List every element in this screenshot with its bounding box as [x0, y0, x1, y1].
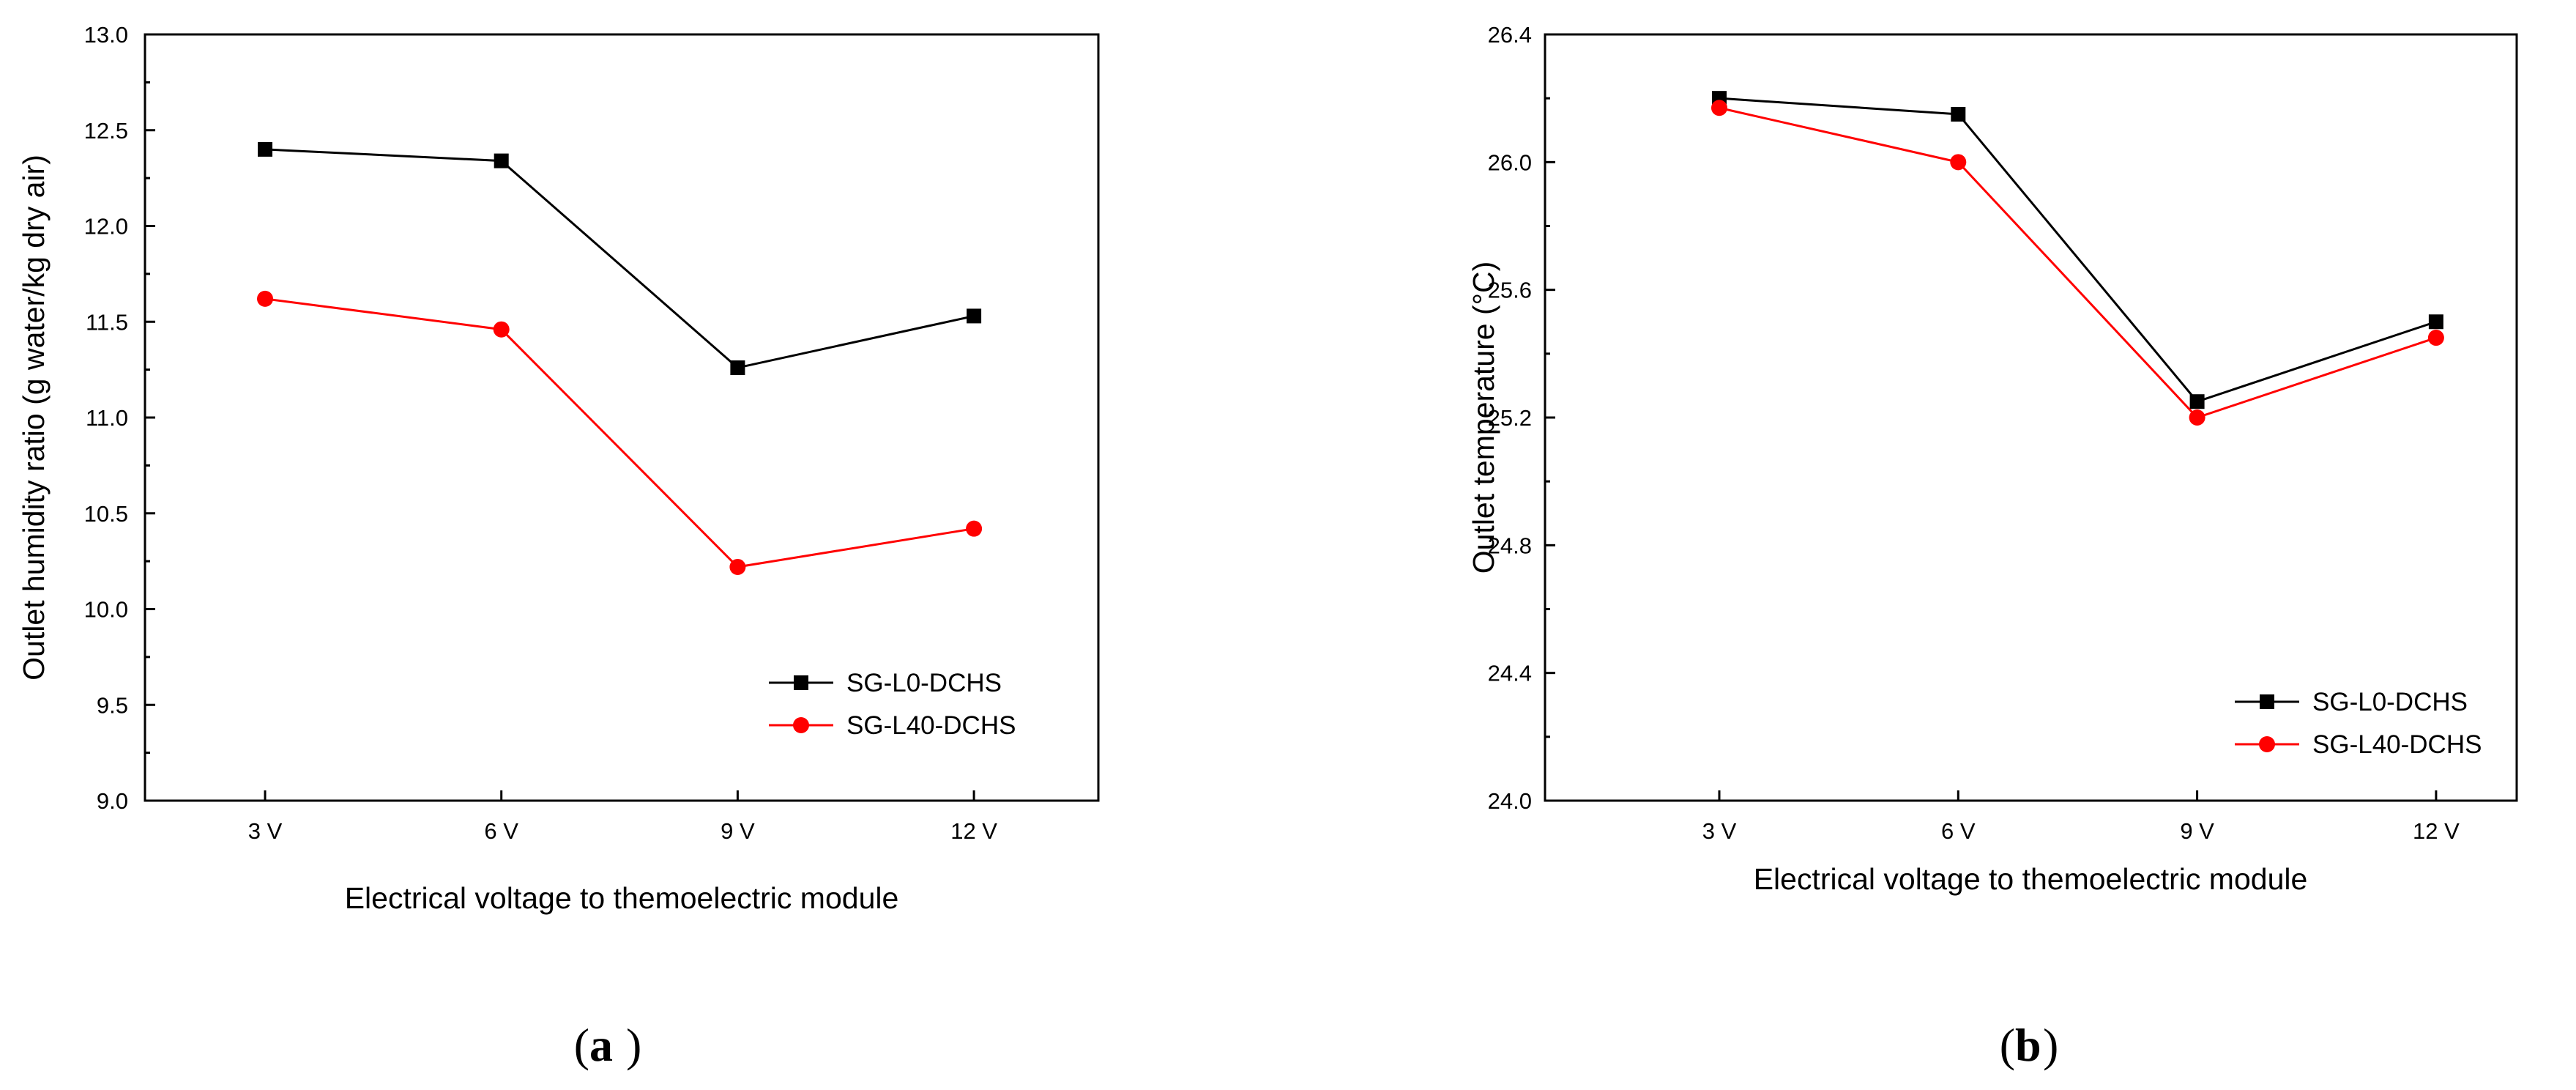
y-tick-label: 26.4 — [1488, 22, 1532, 48]
legend: SG-L0-DCHS SG-L40-DCHS — [2235, 688, 2482, 759]
data-point-sg-l40 — [729, 558, 746, 575]
y-tick-label: 11.5 — [86, 309, 128, 335]
y-tick-label: 26.0 — [1488, 149, 1532, 175]
data-point-sg-l0 — [258, 141, 272, 157]
data-point-sg-l40 — [2189, 409, 2205, 426]
data-point-sg-l0 — [494, 153, 509, 168]
series-line-sg-l40 — [264, 297, 975, 568]
y-tick-label: 24.0 — [1488, 788, 1532, 814]
series-line-sg-l0 — [264, 148, 975, 369]
panel-label-b: ( b ) — [2000, 1019, 2059, 1071]
y-tick-label: 24.8 — [1488, 533, 1532, 558]
x-tick-label: 6 V — [1941, 818, 1976, 844]
y-tick-label: 13.0 — [84, 22, 128, 48]
legend-marker — [2259, 736, 2275, 752]
data-point-sg-l40 — [966, 520, 983, 537]
legend-label: SG-L0-DCHS — [2312, 688, 2468, 716]
legend-label: SG-L40-DCHS — [2312, 730, 2482, 759]
x-tick-label: 3 V — [1702, 818, 1737, 844]
data-point-sg-l0 — [730, 360, 745, 376]
y-tick-label: 12.5 — [84, 118, 128, 144]
legend-marker — [2260, 694, 2274, 709]
legend-marker — [793, 717, 809, 733]
y-axis-title-b: Outlet temperature (°C) — [1467, 262, 1500, 574]
x-tick-label: 12 V — [2413, 818, 2460, 844]
panel-letter-b: b — [2015, 1019, 2041, 1071]
x-axis-title-b: Electrical voltage to themoelectric modu… — [1754, 862, 2308, 896]
svg-text:): ) — [626, 1019, 641, 1071]
data-point-sg-l40 — [1950, 154, 1967, 171]
chart-panel-b: Electrical voltage to themoelectric modu… — [1467, 22, 2518, 1071]
data-point-sg-l40 — [2427, 330, 2444, 346]
x-tick-label: 9 V — [2180, 818, 2214, 844]
data-point-sg-l0 — [2189, 394, 2205, 409]
x-tick-label: 6 V — [484, 818, 518, 844]
x-tick-label: 3 V — [248, 818, 283, 844]
chart-panel-a: Electrical voltage to themoelectric modu… — [17, 22, 1100, 1071]
svg-text:(: ( — [574, 1019, 589, 1071]
legend-marker — [794, 675, 808, 690]
series-line-sg-l0 — [1719, 97, 2437, 403]
y-tick-label: 24.4 — [1488, 661, 1532, 686]
y-tick-label: 25.6 — [1488, 278, 1532, 303]
legend-label: SG-L0-DCHS — [846, 669, 1002, 697]
data-point-sg-l0 — [967, 308, 982, 324]
data-point-sg-l40 — [493, 321, 510, 338]
y-tick-label: 9.5 — [97, 692, 128, 718]
x-tick-label: 9 V — [721, 818, 755, 844]
y-tick-label: 11.0 — [86, 405, 128, 431]
svg-text:): ) — [2043, 1019, 2058, 1071]
series-line-sg-l40 — [1719, 106, 2437, 419]
panel-label-a: ( a ) — [574, 1019, 642, 1071]
legend-label: SG-L40-DCHS — [846, 711, 1016, 740]
y-tick-label: 10.5 — [84, 501, 128, 527]
data-point-sg-l40 — [257, 290, 273, 307]
x-axis-title-a: Electrical voltage to themoelectric modu… — [345, 881, 899, 915]
y-tick-label: 9.0 — [97, 788, 128, 814]
panel-letter-a: a — [589, 1019, 613, 1071]
x-tick-label: 12 V — [950, 818, 997, 844]
legend: SG-L0-DCHS SG-L40-DCHS — [769, 669, 1016, 740]
data-point-sg-l40 — [1711, 100, 1727, 116]
data-point-sg-l0 — [1951, 106, 1966, 122]
y-tick-label: 10.0 — [84, 597, 128, 623]
plot-frame-b — [1544, 33, 2518, 802]
y-tick-label: 12.0 — [84, 214, 128, 240]
y-tick-label: 25.2 — [1488, 405, 1532, 431]
data-point-sg-l0 — [2428, 314, 2443, 330]
y-axis-title-a: Outlet humidity ratio (g water/kg dry ai… — [17, 155, 51, 681]
svg-text:(: ( — [2000, 1019, 2015, 1071]
